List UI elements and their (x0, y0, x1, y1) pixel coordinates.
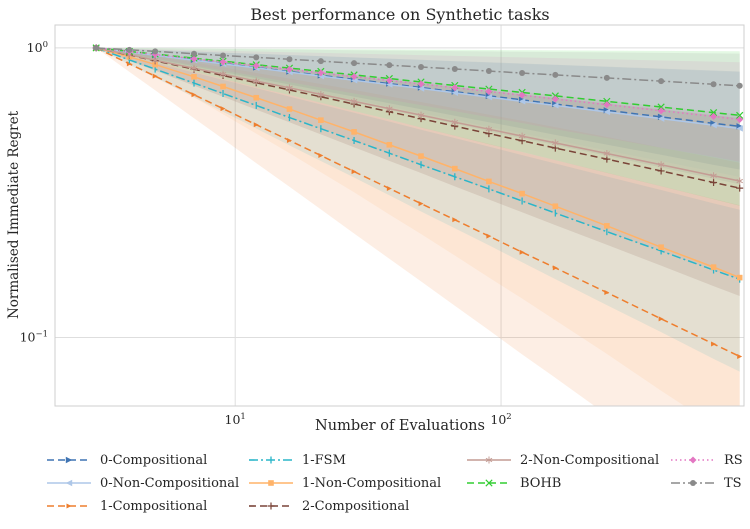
legend-label: 0-Non-Compositional (100, 475, 240, 491)
legend-label: TS (724, 475, 742, 491)
legend-item-1-non-compositional: 1-Non-Compositional (248, 473, 466, 493)
legend-line-sample (47, 456, 91, 464)
legend-label: 0-Compositional (100, 452, 208, 468)
legend-line-sample (671, 480, 715, 486)
legend-line-sample (249, 456, 293, 464)
legend-item-1-compositional: 1-Compositional (46, 496, 248, 516)
legend-label: BOHB (520, 475, 562, 491)
legend-label: 1-Non-Compositional (302, 475, 442, 491)
legend-item-2-compositional: 2-Compositional (248, 496, 466, 516)
legend-column: RS TS (670, 450, 743, 493)
legend-label: 2-Compositional (302, 498, 410, 514)
legend-label: 2-Non-Compositional (520, 452, 660, 468)
legend-item-ts: TS (670, 473, 743, 493)
legend-line-sample (249, 502, 293, 510)
x-axis-label: Number of Evaluations (315, 418, 485, 434)
legend-item-2-non-compositional: 2-Non-Compositional (466, 450, 670, 470)
legend-item-1-fsm: 1-FSM (248, 450, 466, 470)
legend-item-0-compositional: 0-Compositional (46, 450, 248, 470)
legend-label: 1-Compositional (100, 498, 208, 514)
legend-item-bohb: BOHB (466, 473, 670, 493)
legend-item-rs: RS (670, 450, 743, 470)
legend-line-sample (467, 479, 511, 487)
legend-column: 0-Compositional 0-Non-Compositional 1-Comp… (46, 450, 248, 516)
legend-line-sample (47, 479, 91, 487)
legend-line-sample (249, 480, 293, 486)
legend-line-sample (47, 503, 91, 509)
legend-item-0-non-compositional: 0-Non-Compositional (46, 473, 248, 493)
legend-column: 2-Non-Compositional BOHB (466, 450, 670, 493)
legend-label: RS (724, 452, 743, 468)
legend-line-sample (467, 456, 511, 464)
y-axis-label: Normalised Immediate Regret (6, 110, 22, 320)
legend-column: 1-FSM 1-Non-Compositional 2-Compositional (248, 450, 466, 516)
legend-line-sample (671, 456, 715, 464)
chart-title: Best performance on Synthetic tasks (250, 5, 550, 24)
legend-label: 1-FSM (302, 452, 346, 468)
legend: 0-Compositional 0-Non-Compositional 1-Comp… (0, 450, 750, 516)
